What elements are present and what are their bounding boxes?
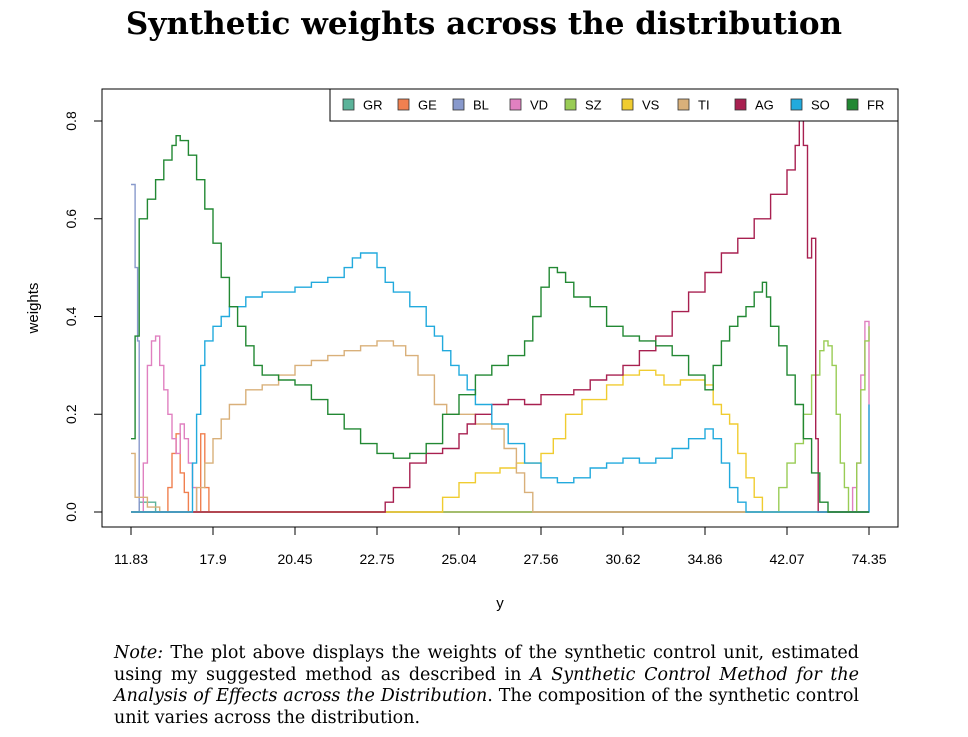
series-line-ti — [131, 340, 869, 513]
legend: GR GE BL VD SZ VS TI AG SO FR — [329, 88, 899, 122]
y-tick-label: 0.2 — [63, 404, 79, 424]
series-line-vs — [131, 369, 869, 513]
note-text-1: The plot above displays the weights of t… — [114, 643, 859, 685]
x-tick-label: 42.07 — [769, 551, 804, 567]
legend-label: TI — [698, 98, 710, 113]
legend-swatch — [621, 98, 634, 111]
legend-swatch — [397, 98, 410, 111]
x-tick-label: 20.45 — [277, 551, 312, 567]
x-tick-label: 34.86 — [687, 551, 722, 567]
legend-item-ag: AG — [734, 98, 774, 113]
x-tick-label: 22.75 — [359, 551, 394, 567]
legend-swatch — [342, 98, 355, 111]
x-tick-label: 25.04 — [441, 551, 476, 567]
y-tick-label: 0.6 — [63, 209, 79, 229]
series-line-ge — [131, 433, 869, 513]
legend-item-fr: FR — [846, 98, 884, 113]
legend-label: GE — [418, 98, 437, 113]
legend-label: AG — [755, 98, 774, 113]
series-layer — [131, 115, 870, 513]
legend-item-gr: GR — [342, 98, 383, 113]
x-tick-label: 74.35 — [851, 551, 886, 567]
legend-swatch — [564, 98, 577, 111]
legend-swatch — [734, 98, 747, 111]
series-line-fr — [131, 135, 869, 513]
legend-swatch — [509, 98, 522, 111]
axes-layer: 11.83 17.9 20.45 22.75 25.04 27.56 30.62 34.86 4… — [63, 111, 887, 567]
x-axis-label: y — [496, 595, 504, 612]
legend-swatch — [452, 98, 465, 111]
legend-item-bl: BL — [452, 98, 489, 113]
legend-swatch — [846, 98, 859, 111]
x-tick-label: 27.56 — [523, 551, 558, 567]
y-tick-label: 0.4 — [63, 307, 79, 327]
legend-label: SO — [811, 98, 830, 113]
series-line-so — [131, 252, 870, 513]
legend-item-ti: TI — [677, 98, 710, 113]
x-tick-label: 30.62 — [605, 551, 640, 567]
legend-item-vd: VD — [509, 98, 548, 113]
y-axis-label: weights — [25, 283, 42, 335]
figure-note: Note: The plot above displays the weight… — [114, 643, 859, 729]
legend-item-so: SO — [790, 98, 830, 113]
legend-label: FR — [867, 98, 884, 113]
legend-item-sz: SZ — [564, 98, 602, 113]
x-tick-label: 17.9 — [199, 551, 226, 567]
series-line-vd — [131, 320, 870, 513]
note-label: Note: — [114, 643, 164, 663]
y-tick-label: 0.0 — [63, 502, 79, 522]
y-tick-label: 0.8 — [63, 111, 79, 131]
legend-swatch — [677, 98, 690, 111]
series-line-ag — [131, 115, 869, 513]
legend-label: VD — [530, 98, 548, 113]
note-citation: A Synthetic Control Method for the Analy… — [114, 664, 859, 707]
legend-item-ge: GE — [397, 98, 437, 113]
chart-title: Synthetic weights across the distributio… — [125, 6, 843, 42]
x-tick-label: 11.83 — [114, 551, 148, 567]
legend-label: VS — [642, 98, 660, 113]
legend-label: BL — [473, 98, 489, 113]
legend-label: SZ — [585, 98, 602, 113]
series-line-gr — [131, 501, 869, 513]
legend-item-vs: VS — [621, 98, 660, 113]
note-text-2: . The composition of the synthetic contr… — [114, 686, 859, 728]
legend-box — [329, 88, 899, 122]
plot-frame — [101, 88, 899, 528]
legend-swatch — [790, 98, 803, 111]
chart-canvas: 11.83 17.9 20.45 22.75 25.04 27.56 30.62 34.86 4… — [25, 88, 899, 612]
series-line-bl — [131, 183, 869, 513]
series-line-sz — [131, 326, 870, 513]
legend-label: GR — [363, 98, 383, 113]
